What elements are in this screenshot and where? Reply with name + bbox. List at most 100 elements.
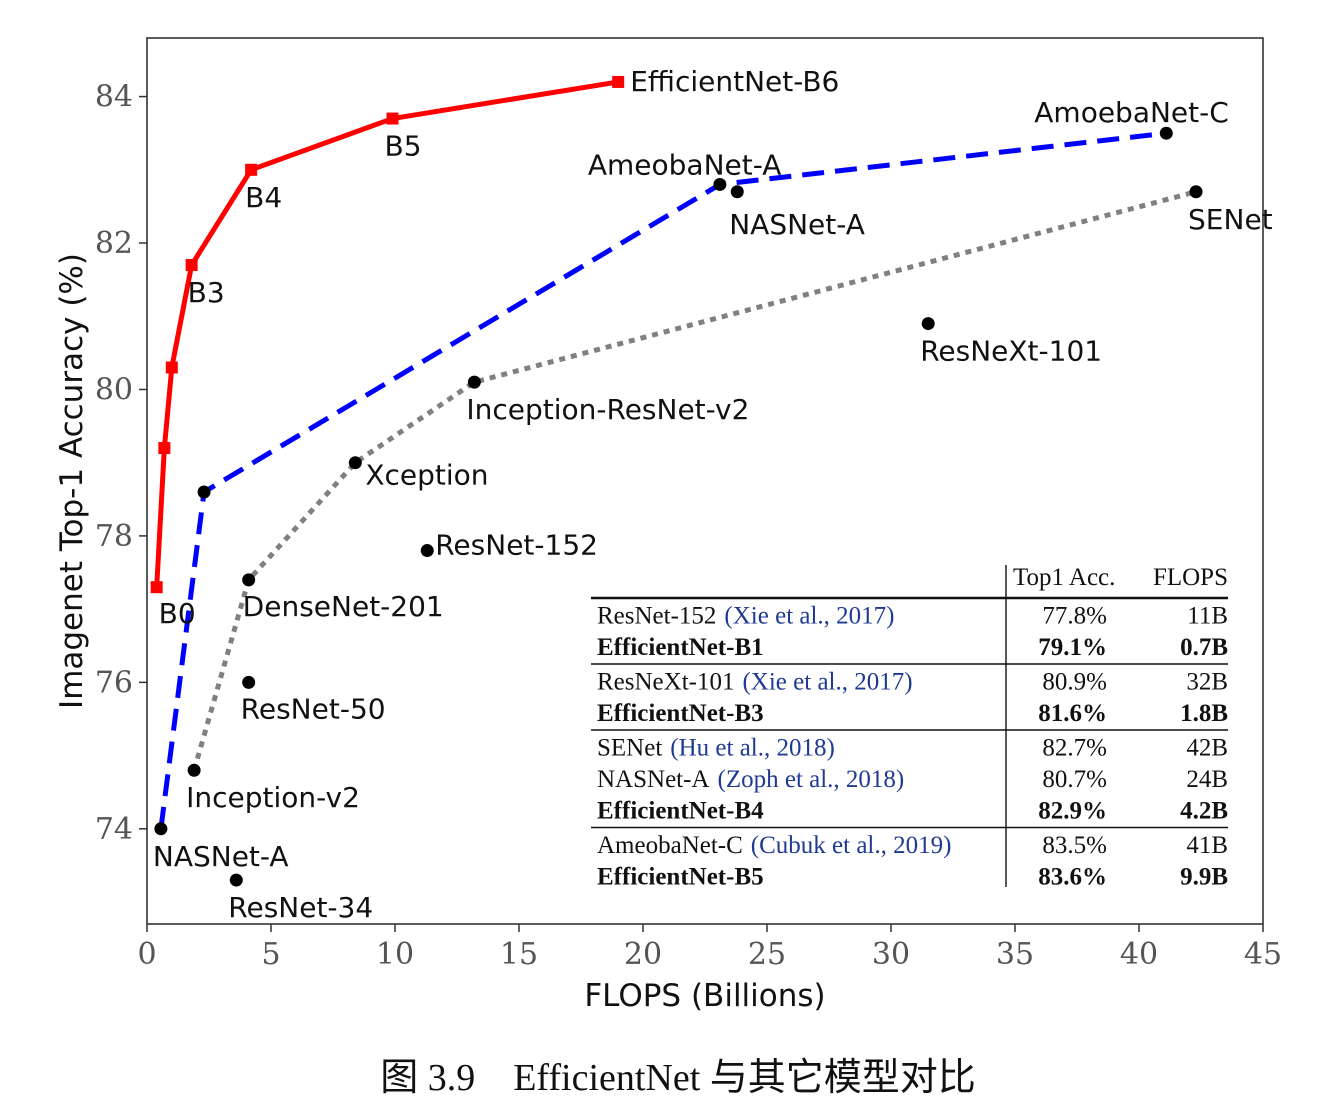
- point-label: ResNet-34: [228, 891, 373, 924]
- comparison-table: Top1 Acc. FLOPS ResNet-152 (Xie et al., 201…: [591, 564, 1228, 891]
- point-label: B0: [159, 597, 196, 630]
- y-axis-title: Imagenet Top-1 Accuracy (%): [54, 253, 90, 709]
- y-tick-label: 80: [95, 372, 133, 407]
- table-flops-cell: 4.2B: [1180, 798, 1228, 825]
- table-model-cell: EfficientNet-B3: [597, 700, 764, 727]
- table-model-cell: SENet (Hu et al., 2018): [597, 735, 835, 762]
- point-label: B5: [385, 130, 422, 163]
- data-point-marker: [245, 163, 258, 176]
- table-model-cell: AmeobaNet-C (Cubuk et al., 2019): [597, 832, 951, 859]
- point-label: ResNet-152: [435, 529, 598, 562]
- point-label: SENet: [1188, 203, 1273, 236]
- table-acc-cell: 80.9%: [1042, 669, 1107, 696]
- table-flops-cell: 11B: [1187, 603, 1228, 630]
- data-point-marker: [242, 573, 256, 587]
- series-line-1: [158, 130, 1167, 830]
- data-point-marker: [158, 442, 171, 455]
- table-model-cell: EfficientNet-B4: [597, 798, 764, 825]
- data-point-marker: [348, 456, 362, 470]
- point-label: B3: [188, 276, 225, 309]
- table-citation: (Cubuk et al., 2019): [751, 832, 952, 859]
- series-2: [187, 185, 1203, 777]
- data-point-marker: [921, 317, 935, 331]
- table-acc-cell: 77.8%: [1042, 603, 1107, 630]
- data-point-marker: [165, 361, 178, 374]
- data-point-marker: [197, 485, 211, 499]
- data-point-marker: [612, 75, 625, 88]
- data-point-marker: [229, 873, 243, 887]
- x-tick-label: 40: [1120, 937, 1158, 972]
- series-0: [150, 75, 625, 594]
- point-label: Inception-v2: [186, 781, 360, 814]
- table-acc-cell: 80.7%: [1042, 766, 1107, 793]
- data-point-marker: [154, 822, 168, 836]
- point-label: B4: [245, 181, 282, 214]
- data-point-marker: [713, 177, 727, 191]
- data-point-marker: [467, 375, 481, 389]
- table-model-name: SENet: [597, 735, 662, 762]
- x-tick-label: 5: [261, 937, 280, 972]
- point-label: EfficientNet-B6: [630, 65, 839, 98]
- y-tick-label: 74: [95, 812, 133, 847]
- x-axis-title: FLOPS (Billions): [584, 978, 825, 1014]
- point-label: NASNet-A: [153, 840, 289, 873]
- table-model-name: AmeobaNet-C: [597, 832, 743, 859]
- data-point-marker: [1189, 185, 1203, 199]
- data-point-marker: [242, 675, 256, 689]
- series-3: [229, 185, 935, 887]
- x-tick-label: 15: [500, 937, 538, 972]
- table-model-name: EfficientNet-B5: [597, 864, 764, 891]
- table-citation: (Zoph et al., 2018): [718, 766, 905, 793]
- table-citation: (Xie et al., 2017): [724, 603, 894, 630]
- point-label: Xception: [365, 459, 488, 492]
- x-tick-label: 10: [376, 937, 414, 972]
- table-citation: (Hu et al., 2018): [670, 735, 835, 762]
- y-tick-label: 78: [95, 519, 133, 554]
- table-model-cell: EfficientNet-B5: [597, 864, 764, 891]
- figure-caption: 图 3.9 EfficientNet 与其它模型对比: [380, 1057, 976, 1099]
- point-label: AmeobaNet-A: [588, 148, 782, 181]
- table-model-name: ResNet-152: [597, 603, 716, 630]
- table-flops-cell: 32B: [1186, 669, 1228, 696]
- x-tick-label: 45: [1244, 937, 1282, 972]
- series-1: [154, 126, 1173, 836]
- table-citation: (Xie et al., 2017): [742, 669, 912, 696]
- table-flops-cell: 42B: [1186, 735, 1228, 762]
- table-acc-cell: 83.5%: [1042, 832, 1107, 859]
- data-point-marker: [150, 581, 163, 594]
- point-labels: B0 B3 B4 B5 EfficientNet-B6 NASNet-A AmeobaNet…: [153, 65, 1273, 924]
- point-label: AmoebaNet-C: [1034, 96, 1229, 129]
- table-model-cell: ResNeXt-101 (Xie et al., 2017): [597, 669, 913, 696]
- table-flops-cell: 9.9B: [1180, 864, 1228, 891]
- table-acc-cell: 83.6%: [1038, 864, 1107, 891]
- data-point-marker: [730, 185, 744, 199]
- y-tick-label: 82: [95, 226, 133, 261]
- x-tick-label: 0: [137, 937, 156, 972]
- table-flops-cell: 1.8B: [1180, 700, 1228, 727]
- table-model-name: ResNeXt-101: [597, 669, 734, 696]
- data-point-marker: [185, 258, 198, 271]
- table-header-acc: Top1 Acc.: [1013, 564, 1115, 591]
- point-label: DenseNet-201: [243, 590, 444, 623]
- x-tick-label: 30: [872, 937, 910, 972]
- axes: 0 5 10 15 20 25 30 35 40 45 74 76 78 80 82 84 FLOPS (Bil…: [54, 37, 1282, 1014]
- table-header-flops: FLOPS: [1153, 564, 1228, 591]
- table-model-cell: NASNet-A (Zoph et al., 2018): [597, 766, 904, 793]
- table-flops-cell: 0.7B: [1180, 634, 1228, 661]
- table-flops-cell: 41B: [1186, 832, 1228, 859]
- plot-series: [150, 75, 1203, 887]
- point-label: ResNeXt-101: [920, 335, 1102, 368]
- data-point-marker: [1159, 126, 1173, 140]
- data-point-marker: [386, 112, 399, 125]
- table-model-name: EfficientNet-B4: [597, 798, 764, 825]
- y-tick-label: 84: [95, 80, 133, 115]
- table-flops-cell: 24B: [1186, 766, 1228, 793]
- x-tick-label: 25: [748, 937, 786, 972]
- y-tick-label: 76: [95, 665, 133, 700]
- table-acc-cell: 81.6%: [1038, 700, 1107, 727]
- data-point-marker: [187, 763, 201, 777]
- table-acc-cell: 82.7%: [1042, 735, 1107, 762]
- table-model-cell: EfficientNet-B1: [597, 634, 764, 661]
